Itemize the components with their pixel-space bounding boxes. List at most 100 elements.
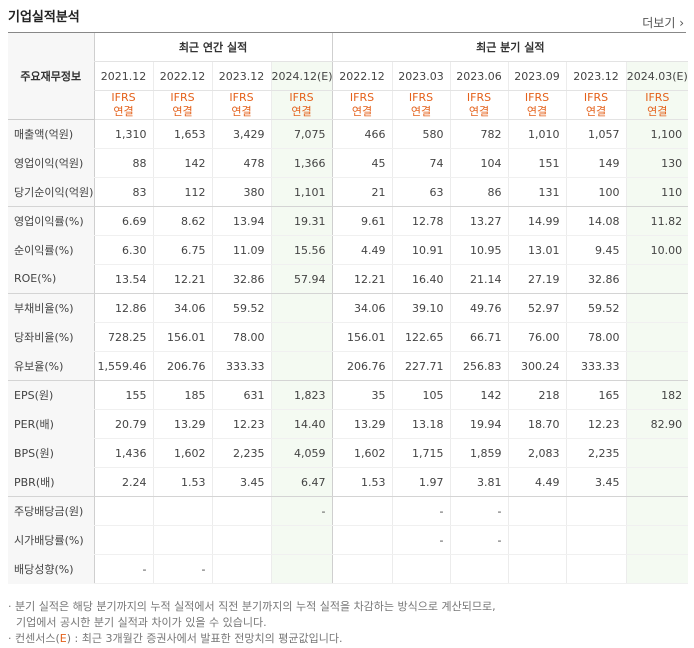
value-cell: [93, 525, 153, 555]
value-cell: 10.91: [391, 235, 451, 265]
value-cell: 86: [449, 177, 509, 207]
value-cell: [625, 467, 689, 497]
value-cell: 1,559.46: [93, 351, 153, 381]
value-cell: 59.52: [211, 293, 271, 323]
value-cell: 2,235: [565, 438, 627, 468]
row-label: 당기순이익(억원): [8, 177, 94, 207]
value-cell: 1,715: [391, 438, 451, 468]
value-cell: [625, 293, 689, 323]
value-cell: 1,101: [270, 177, 333, 207]
value-cell: 478: [211, 148, 271, 178]
table-row: 당기순이익(억원) 83 112 380 1,101 21 63 86 131 100 110: [8, 177, 689, 207]
value-cell: 1,653: [152, 119, 212, 149]
standard-consolidated: 연결: [231, 105, 252, 118]
value-cell: 580: [391, 119, 451, 149]
value-cell: 27.19: [507, 264, 567, 294]
value-cell: 12.23: [565, 409, 627, 439]
value-cell: 131: [507, 177, 567, 207]
value-cell: 6.69: [93, 206, 153, 236]
value-cell: [507, 525, 567, 555]
financial-table: 주요재무정보 최근 연간 실적 최근 분기 실적 2021.12 2022.12 2…: [8, 33, 689, 584]
table-row: 부채비율(%) 12.86 34.06 59.52 34.06 39.10 49.76 52.…: [8, 293, 689, 323]
value-cell: 218: [507, 380, 567, 410]
value-cell: 631: [211, 380, 271, 410]
more-link[interactable]: 더보기 ›: [642, 14, 684, 31]
table-row: 영업이익(억원) 88 142 478 1,366 45 74 104 151 149 130: [8, 148, 689, 178]
value-cell: 13.27: [449, 206, 509, 236]
value-cell: 4.49: [331, 235, 393, 265]
value-cell: 206.76: [331, 351, 393, 381]
value-cell: 15.56: [270, 235, 333, 265]
value-cell: 13.01: [507, 235, 567, 265]
value-cell: 1,100: [625, 119, 689, 149]
row-label: 시가배당률(%): [8, 525, 94, 555]
table-row: 시가배당률(%) - -: [8, 525, 689, 555]
row-label: 부채비율(%): [8, 293, 94, 323]
standard-consolidated: 연결: [113, 105, 134, 118]
accounting-standard: IFRS 연결: [565, 90, 627, 120]
value-cell: 13.29: [331, 409, 393, 439]
value-cell: 9.45: [565, 235, 627, 265]
row-label: BPS(원): [8, 438, 94, 468]
standard-consolidated: 연결: [291, 105, 312, 118]
value-cell: 78.00: [565, 322, 627, 352]
value-cell: 2.24: [93, 467, 153, 497]
value-cell: [565, 554, 627, 584]
value-cell: 14.40: [270, 409, 333, 439]
value-cell: [270, 351, 333, 381]
value-cell: 256.83: [449, 351, 509, 381]
value-cell: 1,010: [507, 119, 567, 149]
value-cell: 21: [331, 177, 393, 207]
value-cell: 8.62: [152, 206, 212, 236]
value-cell: 78.00: [211, 322, 271, 352]
value-cell: 156.01: [331, 322, 393, 352]
value-cell: 1.97: [391, 467, 451, 497]
accounting-standard: IFRS 연결: [391, 90, 451, 120]
value-cell: [449, 554, 509, 584]
value-cell: 333.33: [565, 351, 627, 381]
footnotes: · 분기 실적은 해당 분기까지의 누적 실적에서 직전 분기까지의 누적 실적…: [8, 599, 496, 647]
value-cell: [270, 554, 333, 584]
accounting-standard: IFRS 연결: [270, 90, 333, 120]
value-cell: 6.47: [270, 467, 333, 497]
value-cell: 130: [625, 148, 689, 178]
table-row: 유보율(%) 1,559.46 206.76 333.33 206.76 227.71 25…: [8, 351, 689, 381]
table-row: PER(배) 20.79 13.29 12.23 14.40 13.29 13.18 19.9…: [8, 409, 689, 439]
value-cell: 14.08: [565, 206, 627, 236]
value-cell: 142: [449, 380, 509, 410]
value-cell: 1,823: [270, 380, 333, 410]
table-row: 주당배당금(원) - - -: [8, 496, 689, 526]
table-row: BPS(원) 1,436 1,602 2,235 4,059 1,602 1,715 1,85…: [8, 438, 689, 468]
value-cell: 100: [565, 177, 627, 207]
value-cell: 1,602: [331, 438, 393, 468]
value-cell: 142: [152, 148, 212, 178]
row-label: EPS(원): [8, 380, 94, 410]
value-cell: 74: [391, 148, 451, 178]
top-border: [8, 32, 686, 33]
value-cell: 88: [93, 148, 153, 178]
value-cell: 185: [152, 380, 212, 410]
accounting-standard: IFRS 연결: [93, 90, 153, 120]
value-cell: [152, 525, 212, 555]
group-annual: 최근 연간 실적: [93, 33, 333, 62]
value-cell: 13.94: [211, 206, 271, 236]
table-row: 영업이익률(%) 6.69 8.62 13.94 19.31 9.61 12.78 13.27…: [8, 206, 689, 236]
value-cell: 12.78: [391, 206, 451, 236]
row-header-label: 주요재무정보: [8, 33, 94, 120]
value-cell: 18.70: [507, 409, 567, 439]
value-cell: 35: [331, 380, 393, 410]
value-cell: 3.45: [211, 467, 271, 497]
value-cell: -: [391, 525, 451, 555]
value-cell: 333.33: [211, 351, 271, 381]
value-cell: 59.52: [565, 293, 627, 323]
value-cell: [331, 525, 393, 555]
value-cell: 3.81: [449, 467, 509, 497]
standard-ifrs: IFRS: [229, 91, 254, 104]
value-cell: [331, 554, 393, 584]
value-cell: 2,235: [211, 438, 271, 468]
value-cell: -: [449, 525, 509, 555]
value-cell: [270, 322, 333, 352]
value-cell: -: [152, 554, 212, 584]
value-cell: 52.97: [507, 293, 567, 323]
period-header: 2023.09: [507, 61, 567, 91]
